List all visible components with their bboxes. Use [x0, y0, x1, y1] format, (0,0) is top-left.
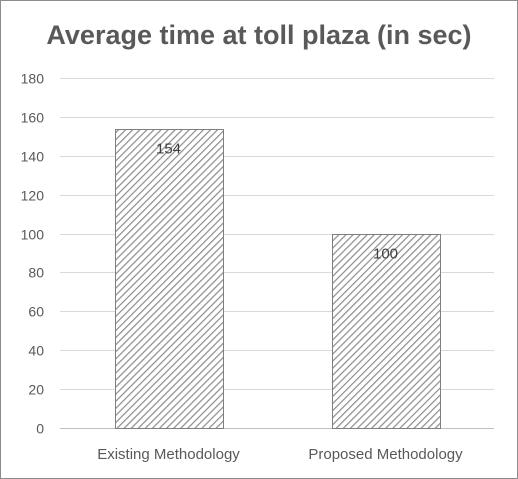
data-label: 100 [373, 246, 398, 263]
y-tick-label: 80 [28, 265, 44, 281]
y-tick-label: 40 [28, 343, 44, 359]
y-tick-label: 140 [21, 149, 45, 165]
category-label: Proposed Methodology [308, 446, 463, 463]
category-label: Existing Methodology [97, 446, 240, 463]
y-tick-label: 100 [21, 227, 45, 243]
y-tick-label: 160 [21, 110, 45, 126]
data-label: 154 [156, 141, 181, 158]
y-tick-label: 180 [21, 71, 45, 87]
category-labels: Existing Methodology Proposed Methodology [97, 446, 463, 463]
chart-title: Average time at toll plaza (in sec) [46, 20, 472, 50]
bars [115, 129, 441, 429]
data-labels: 154 100 [156, 141, 398, 263]
y-tick-label: 0 [36, 421, 44, 437]
y-tick-label: 20 [28, 382, 44, 398]
y-tick-label: 120 [21, 188, 45, 204]
bar [115, 129, 224, 429]
y-axis-ticks: 0 20 40 60 80 100 120 140 160 180 [21, 71, 45, 437]
y-tick-label: 60 [28, 304, 44, 320]
bar [332, 234, 441, 429]
